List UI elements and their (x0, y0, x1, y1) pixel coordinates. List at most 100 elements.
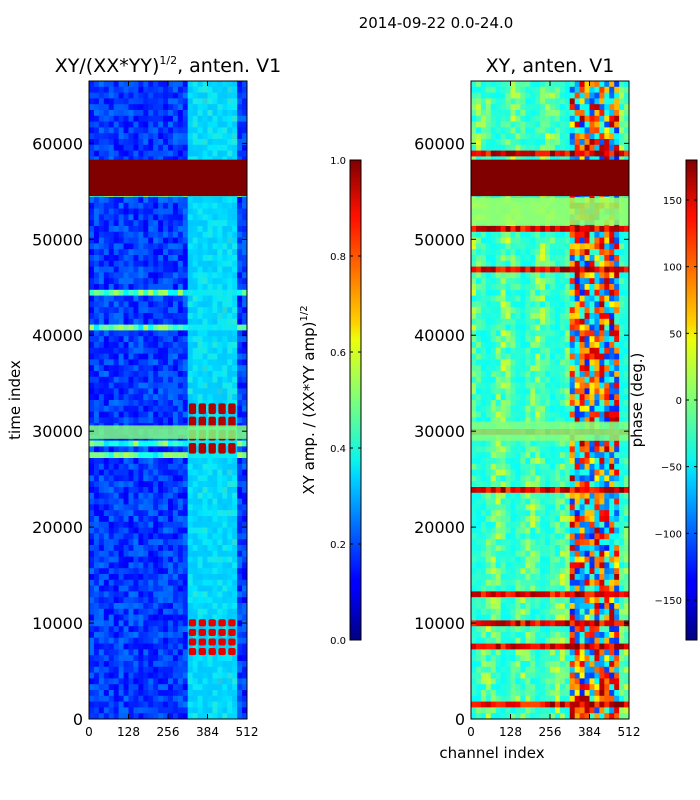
heatmap-cell (172, 92, 179, 99)
heatmap-cell (133, 643, 139, 650)
heatmap-cell (148, 127, 154, 134)
heatmap-cell (128, 330, 135, 337)
heatmap-cell (545, 284, 551, 291)
heatmap-cell (619, 260, 625, 268)
heatmap-cell (93, 487, 100, 494)
heatmap-cell (500, 278, 507, 285)
heatmap-cell (242, 504, 247, 511)
heatmap-cell (138, 318, 144, 326)
heatmap-cell (594, 127, 600, 134)
heatmap-cell (89, 661, 95, 668)
heatmap-cell (471, 255, 477, 262)
heatmap-cell (172, 591, 179, 598)
heatmap-cell (143, 498, 149, 505)
heatmap-cell (584, 133, 591, 140)
heatmap-cell (594, 318, 600, 326)
heatmap-cell (237, 620, 243, 627)
heatmap-cell (589, 243, 596, 250)
heatmap-cell (153, 637, 159, 645)
heatmap-cell (153, 266, 159, 273)
heatmap-cell (569, 295, 576, 302)
heatmap-cell (177, 110, 184, 117)
heatmap-cell (153, 661, 159, 668)
heatmap-cell (148, 521, 154, 529)
heatmap-cell (103, 144, 110, 152)
heatmap-cell (177, 127, 184, 134)
heatmap-cell (163, 226, 169, 233)
heatmap-cell (138, 672, 144, 679)
heatmap-cell (93, 626, 100, 633)
heatmap-cell (138, 405, 144, 413)
heatmap-cell (128, 272, 135, 279)
heatmap-cell (98, 307, 105, 314)
heatmap-cell (237, 440, 243, 447)
heatmap-cell (89, 371, 95, 378)
heatmap-cell (163, 150, 169, 157)
heatmap-cell (535, 92, 541, 99)
heatmap-cell (108, 701, 115, 708)
heatmap-cell (604, 255, 610, 262)
heatmap-cell (584, 295, 591, 302)
heatmap-cell (471, 295, 477, 302)
heatmap-cell (118, 626, 125, 633)
heatmap-cell (182, 353, 189, 360)
heatmap-cell (559, 104, 566, 111)
heatmap-cell (128, 608, 135, 616)
heatmap-cell (143, 272, 149, 279)
heatmap-cell (113, 359, 120, 366)
heatmap-cell (530, 144, 536, 152)
heatmap-cell (93, 139, 100, 146)
heatmap-cell (177, 295, 184, 302)
heatmap-cell (182, 620, 189, 627)
heatmap-cell (168, 359, 174, 366)
heatmap-cell (93, 202, 100, 210)
heatmap-cell (143, 649, 149, 656)
heatmap-cell (242, 208, 247, 215)
heatmap-cell (98, 550, 105, 558)
heatmap-cell (163, 342, 169, 349)
heatmap-cell (98, 446, 105, 453)
heatmap-cell (594, 313, 600, 320)
heatmap-cell (148, 504, 154, 511)
heatmap-cell (579, 133, 586, 140)
heatmap-cell (510, 110, 517, 117)
heatmap-cell (163, 672, 169, 679)
heatmap-cell (143, 139, 149, 146)
heatmap-cell (98, 458, 105, 465)
heatmap-cell (158, 446, 164, 453)
heatmap-cell (98, 353, 105, 360)
heatmap-cell (128, 463, 135, 471)
heatmap-cell (237, 394, 243, 401)
heatmap-cell (237, 626, 243, 633)
heatmap-cell (118, 237, 125, 244)
heatmap-cell (148, 597, 154, 604)
heatmap-cell (480, 110, 487, 117)
heatmap-cell (525, 289, 531, 297)
heatmap-cell (138, 516, 144, 523)
heatmap-cell (163, 133, 169, 140)
heatmap-cell (113, 417, 120, 424)
heatmap-cell (237, 376, 243, 384)
heatmap-region-block (188, 619, 197, 627)
heatmap-cell (172, 382, 179, 389)
heatmap-cell (89, 516, 95, 523)
heatmap-cell (128, 318, 135, 326)
heatmap-cell (133, 556, 139, 563)
heatmap-cell (569, 121, 576, 128)
heatmap-cell (103, 690, 110, 697)
heatmap-cell (182, 626, 189, 633)
heatmap-cell (148, 330, 154, 337)
heatmap-cell (242, 371, 247, 378)
heatmap-cell (163, 400, 169, 407)
heatmap-cell (163, 353, 169, 360)
heatmap-cell (148, 579, 154, 587)
heatmap-cell (471, 289, 477, 297)
heatmap-cell (505, 144, 512, 152)
heatmap-cell (168, 666, 174, 674)
heatmap-cell (128, 382, 135, 389)
heatmap-cell (500, 110, 507, 117)
heatmap-cell (163, 86, 169, 94)
heatmap-cell (103, 469, 110, 476)
heatmap-cell (118, 562, 125, 569)
heatmap-cell (480, 121, 487, 128)
